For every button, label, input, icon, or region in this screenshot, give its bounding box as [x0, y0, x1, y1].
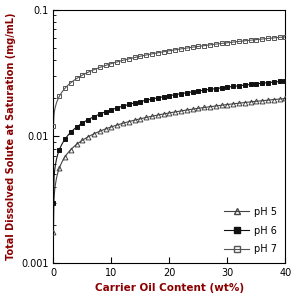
X-axis label: Carrier Oil Content (wt%): Carrier Oil Content (wt%) — [95, 283, 244, 293]
Legend: pH 5, pH 6, pH 7: pH 5, pH 6, pH 7 — [220, 203, 280, 258]
Y-axis label: Total Dissolved Solute at Saturation (mg/mL): Total Dissolved Solute at Saturation (mg… — [6, 13, 15, 260]
